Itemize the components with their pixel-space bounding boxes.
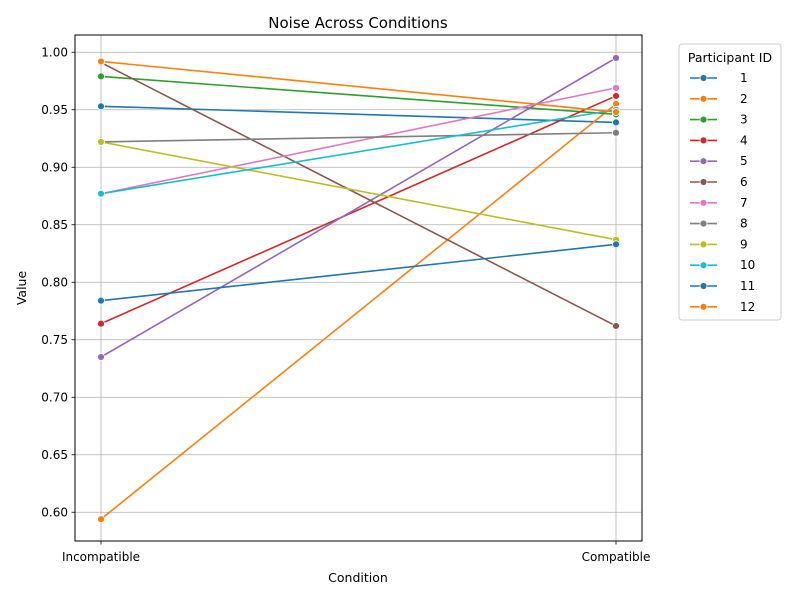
legend-item: 12 (690, 300, 755, 314)
series-line (100, 105, 617, 124)
legend-marker (699, 157, 708, 166)
legend-frame (678, 43, 782, 321)
legend-item: 5 (690, 154, 748, 168)
data-point (97, 57, 105, 66)
legend-label: 6 (740, 175, 748, 189)
data-point (97, 72, 105, 81)
y-tick-label: 0.90 (41, 160, 68, 174)
y-tick-label: 0.60 (41, 505, 68, 519)
x-axis-label: Condition (328, 570, 388, 585)
legend-label: 7 (740, 196, 748, 210)
y-tick-label: 0.75 (41, 333, 68, 347)
legend-marker (699, 302, 708, 311)
legend-label: 4 (740, 133, 748, 147)
chart-title: Noise Across Conditions (268, 14, 448, 32)
series-line (100, 108, 617, 195)
data-point (612, 240, 620, 249)
data-point (97, 189, 105, 198)
legend-item: 1 (690, 71, 748, 85)
data-point (612, 108, 620, 116)
legend-item: 4 (690, 133, 748, 147)
x-axis-ticks: Incompatible Compatible (62, 541, 650, 564)
series-line (100, 131, 617, 143)
y-gridlines (75, 51, 642, 513)
series-line (100, 60, 617, 113)
legend-marker (699, 282, 708, 290)
legend-label: 10 (740, 258, 755, 272)
x-tick-label: Compatible (582, 550, 651, 564)
series-2 (97, 100, 620, 524)
legend-item: 6 (690, 175, 748, 189)
series-line (100, 243, 617, 302)
legend-item: 7 (690, 196, 748, 210)
legend-marker (699, 178, 708, 186)
legend-marker (699, 219, 708, 228)
y-tick-label: 1.00 (41, 45, 68, 59)
series-line (100, 61, 617, 327)
y-tick-label: 0.80 (41, 275, 68, 289)
data-point (612, 322, 620, 330)
series-line (100, 87, 617, 195)
legend-item: 11 (690, 279, 755, 293)
legend-marker (699, 261, 708, 270)
data-point (97, 353, 105, 361)
data-point (612, 118, 620, 127)
series-1 (97, 102, 620, 127)
legend-marker (699, 240, 708, 249)
x-tick-label: Incompatible (62, 550, 140, 564)
data-point (97, 319, 105, 328)
data-point (97, 296, 105, 305)
legend-item: 9 (690, 237, 748, 251)
series-line (100, 103, 617, 520)
legend-item: 8 (690, 217, 748, 231)
legend-marker (699, 115, 708, 124)
data-point (97, 138, 105, 146)
y-tick-label: 0.65 (41, 448, 68, 462)
legend-label: 2 (740, 92, 748, 106)
y-axis-label: Value (14, 271, 29, 306)
legend-label: 9 (740, 237, 748, 251)
data-point (612, 128, 620, 137)
series-11 (97, 240, 620, 305)
legend-label: 11 (740, 279, 755, 293)
legend-marker (699, 94, 708, 103)
legend-label: 1 (740, 71, 748, 85)
series-5 (97, 54, 620, 361)
legend-marker (699, 136, 708, 145)
data-point (612, 54, 620, 62)
plot-frame (74, 34, 643, 542)
series-line (100, 57, 617, 358)
legend-label: 5 (740, 154, 748, 168)
legend-marker (699, 198, 708, 207)
legend-marker (699, 74, 708, 82)
y-tick-label: 0.95 (41, 103, 68, 117)
legend-label: 3 (740, 113, 748, 127)
data-point (97, 515, 105, 524)
plot-area (75, 35, 642, 541)
series-12 (97, 57, 620, 116)
series-line (100, 141, 617, 241)
data-point (612, 84, 620, 92)
legend-label: 12 (740, 300, 755, 314)
y-tick-label: 0.70 (41, 390, 68, 404)
data-point (612, 92, 620, 100)
data-point (97, 102, 105, 111)
legend-label: 8 (740, 217, 748, 231)
y-axis-ticks: 0.60 0.65 0.70 0.75 0.80 0.85 0.90 0.95 1.00 (41, 45, 75, 519)
y-tick-label: 0.85 (41, 218, 68, 232)
legend-item: 2 (690, 92, 748, 106)
legend-item: 10 (690, 258, 755, 272)
legend-title: Participant ID (688, 50, 772, 65)
legend-item: 3 (690, 113, 748, 127)
series-layer (97, 54, 620, 524)
